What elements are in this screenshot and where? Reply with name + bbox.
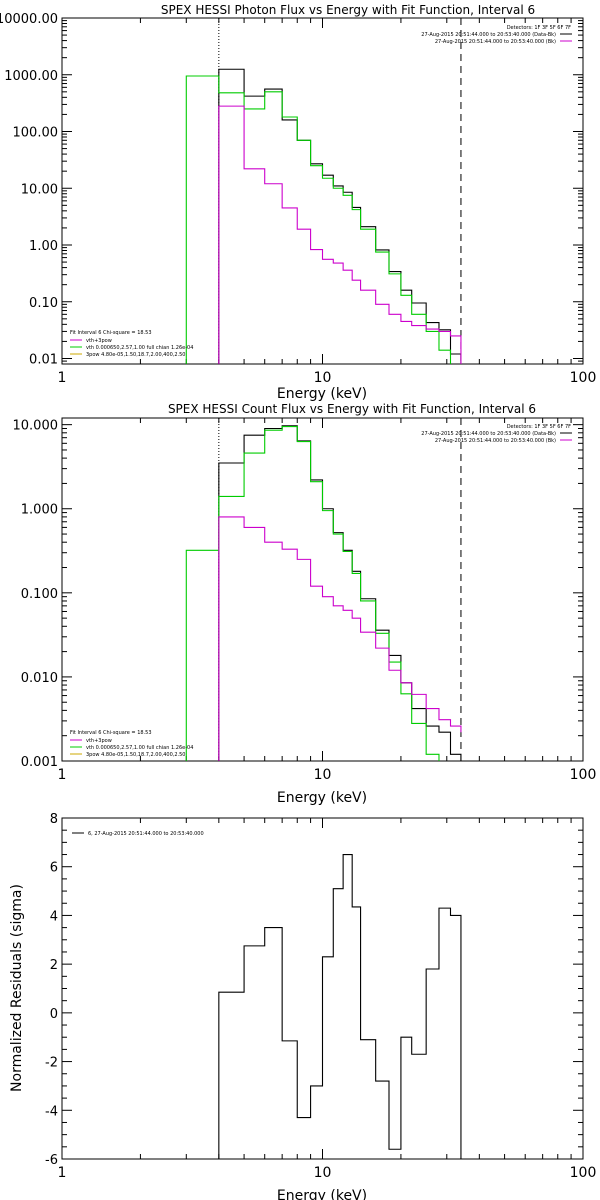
photon-flux-ytick-label: 0.01 xyxy=(29,353,58,368)
photon-flux-xtick-label: 10 xyxy=(314,370,332,386)
count-flux-series-fit xyxy=(185,425,440,761)
photon-flux-xlabel: Energy (keV) xyxy=(277,386,367,402)
residuals-ytick-label: 6 xyxy=(50,861,58,876)
photon-flux-ytick-label: 100.00 xyxy=(13,126,59,141)
count-flux-ytick-label: 10.000 xyxy=(13,419,59,434)
photon-flux-fit-line-2: vth+3pow xyxy=(86,338,112,344)
count-flux-fit-line-1: Fit Interval 6 Chi-square = 18.53 xyxy=(70,730,152,736)
residuals-ytick-label: 0 xyxy=(50,1007,58,1022)
residuals-xlabel: Energy (keV) xyxy=(277,1188,367,1200)
residuals-panel: 1 10 100 8 6 4 2 0 -2 -4 -6 6, 27-Aug-2015 20:51:4… xyxy=(9,812,596,1200)
photon-flux-panel: SPEX HESSI Photon Flux vs Energy with Fi… xyxy=(0,3,596,402)
count-flux-xtick-label: 1 xyxy=(58,767,67,783)
photon-flux-ytick-label: 0.10 xyxy=(29,296,58,311)
photon-flux-xtick-label: 1 xyxy=(58,370,67,386)
residuals-ytick-label: 4 xyxy=(50,909,58,924)
residuals-ylabel: Normalized Residuals (sigma) xyxy=(9,884,25,1092)
residuals-series xyxy=(218,853,462,1159)
count-flux-ytick-label: 0.010 xyxy=(21,671,58,686)
photon-flux-series xyxy=(185,68,462,364)
photon-flux-info-detectors: Detectors: 1F 3F 5F 6F 7F xyxy=(507,25,571,31)
residuals-series-residuals xyxy=(218,853,462,1159)
photon-flux-ytick-label: 1000.00 xyxy=(4,69,58,84)
count-flux-title: SPEX HESSI Count Flux vs Energy with Fit… xyxy=(168,402,536,416)
count-flux-series-bk xyxy=(218,516,462,761)
count-flux-fit-line-3: vth 0.000650,2.57,1.00 full chian 1.26e-… xyxy=(86,745,193,751)
photon-flux-fit-line-3: vth 0.000650,2.57,1.00 full chian 1.26e-… xyxy=(86,345,193,351)
photon-flux-ytick-label: 10.00 xyxy=(21,182,58,197)
count-flux-ytick-label: 0.100 xyxy=(21,587,58,602)
residuals-legend-text: 6, 27-Aug-2015 20:51:44.000 to 20:53:40.… xyxy=(88,831,204,837)
count-flux-series xyxy=(185,425,462,761)
photon-flux-info-bk: 27-Aug-2015 20:51:44.000 to 20:53:40.000… xyxy=(435,39,556,45)
photon-flux-series-data-bk xyxy=(218,68,462,364)
photon-flux-fit-line-4: 3pow 4.80e-05,1.50,18.7,2.00,400,2.50 xyxy=(86,352,186,358)
photon-flux-series-bk xyxy=(218,105,462,364)
photon-flux-title: SPEX HESSI Photon Flux vs Energy with Fi… xyxy=(161,3,535,17)
photon-flux-fit-line-1: Fit Interval 6 Chi-square = 18.53 xyxy=(70,330,152,336)
residuals-axes: 1 10 100 8 6 4 2 0 -2 -4 -6 xyxy=(45,812,596,1181)
count-flux-panel: SPEX HESSI Count Flux vs Energy with Fit… xyxy=(13,402,597,806)
residuals-ytick-label: -6 xyxy=(45,1153,58,1168)
count-flux-info-bk: 27-Aug-2015 20:51:44.000 to 20:53:40.000… xyxy=(435,438,556,444)
count-flux-series-data-bk xyxy=(218,425,462,761)
photon-flux-ytick-label: 1.00 xyxy=(29,239,58,254)
count-flux-fit-line-4: 3pow 4.80e-05,1.50,18.7,2.00,400,2.50 xyxy=(86,752,186,758)
residuals-xtick-label: 1 xyxy=(58,1165,67,1181)
residuals-ytick-label: -2 xyxy=(45,1056,58,1071)
count-flux-ytick-label: 0.001 xyxy=(21,755,58,770)
count-flux-info-detectors: Detectors: 1F 3F 5F 6F 7F xyxy=(507,424,571,430)
count-flux-xtick-label: 10 xyxy=(314,767,332,783)
count-flux-info-data-bk: 27-Aug-2015 20:51:44.000 to 20:53:40.000… xyxy=(421,431,556,437)
residuals-xtick-label: 100 xyxy=(570,1165,597,1181)
residuals-ytick-label: -4 xyxy=(45,1104,58,1119)
photon-flux-ytick-label: 10000.00 xyxy=(0,12,58,27)
residuals-ytick-label: 8 xyxy=(50,812,58,827)
photon-flux-xtick-label: 100 xyxy=(570,370,597,386)
count-flux-xlabel: Energy (keV) xyxy=(277,790,367,806)
count-flux-xtick-label: 100 xyxy=(570,767,597,783)
count-flux-ytick-label: 1.000 xyxy=(21,503,58,518)
count-flux-fit-line-2: vth+3pow xyxy=(86,738,112,744)
residuals-xtick-label: 10 xyxy=(314,1165,332,1181)
photon-flux-info-data-bk: 27-Aug-2015 20:51:44.000 to 20:53:40.000… xyxy=(421,32,556,38)
photon-flux-plot-frame xyxy=(61,17,584,365)
photon-flux-series-fit xyxy=(185,75,452,364)
residuals-ytick-label: 2 xyxy=(50,958,58,973)
count-flux-axes: 1 10 100 10.000 1.000 0.100 0.010 0.001 xyxy=(13,418,597,783)
